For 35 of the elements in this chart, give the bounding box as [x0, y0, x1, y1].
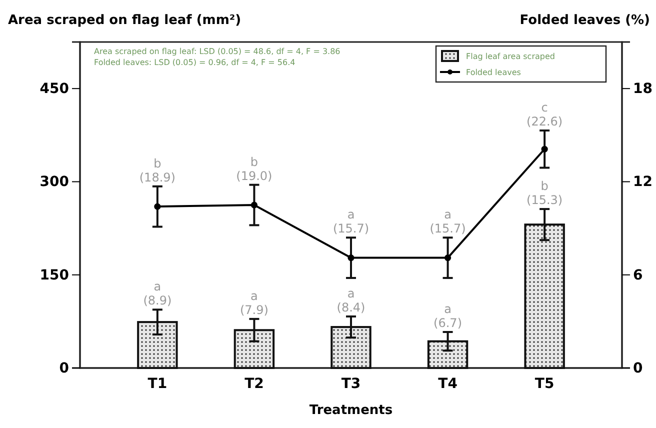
point	[541, 146, 548, 152]
annotation: b (15.3)	[526, 179, 563, 208]
annotation: c (22.6)	[526, 100, 563, 128]
annotation: a (8.4)	[336, 286, 366, 314]
annotation: a (15.7)	[430, 208, 466, 236]
annotation: a (6.7)	[434, 302, 462, 330]
annotation: b (18.9)	[139, 156, 176, 184]
legend-label: Flag leaf area scraped	[466, 52, 555, 61]
point	[444, 254, 452, 262]
y2-tick-label: 0	[633, 360, 643, 376]
y-tick-label: 300	[40, 174, 70, 190]
y-tick-label: 150	[40, 267, 70, 284]
y-axis-title: Area scraped on flag leaf (mm²)	[8, 13, 242, 28]
point	[348, 254, 354, 262]
annotation: a (7.9)	[240, 288, 268, 317]
annotation: a (8.9)	[143, 280, 172, 308]
annotation: a (15.7)	[332, 208, 370, 236]
point	[250, 202, 258, 208]
x-axis-title: Treatments	[309, 403, 393, 418]
annotation: Area scraped on flag leaf: LSD (0.05) = 48.6, df = 4, F = 3.86	[94, 47, 340, 56]
x-tick-label: T5	[534, 376, 554, 392]
x-tick-label: T1	[148, 376, 168, 392]
x-tick-label: T4	[438, 376, 458, 392]
annotation: b (19.0)	[236, 154, 272, 183]
annotation: Folded leaves: LSD (0.05) = 0.96, df = 4, F = 56.4	[94, 58, 296, 67]
y2-tick-label: 12	[633, 174, 652, 190]
y-tick-label: 450	[40, 81, 70, 98]
point	[154, 203, 161, 210]
legend-label: Folded leaves	[466, 68, 521, 77]
y-tick-label: 0	[59, 360, 70, 376]
y2-tick-label: 18	[633, 81, 652, 98]
x-tick-label: T2	[244, 376, 264, 392]
y2-axis-title: Folded leaves (%)	[520, 13, 650, 28]
x-tick-label: T3	[341, 376, 361, 392]
y2-tick-label: 6	[633, 267, 643, 284]
